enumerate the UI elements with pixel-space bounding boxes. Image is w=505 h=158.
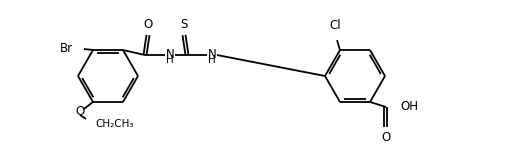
Text: S: S [180,18,187,31]
Text: OH: OH [399,100,417,113]
Text: Br: Br [60,42,73,55]
Text: N: N [165,48,174,61]
Text: H: H [208,55,216,65]
Text: O: O [75,106,84,118]
Text: H: H [166,55,174,65]
Text: N: N [207,48,216,61]
Text: O: O [381,131,390,144]
Text: CH₂CH₃: CH₂CH₃ [95,119,133,129]
Text: Cl: Cl [329,19,340,32]
Text: O: O [143,18,153,31]
